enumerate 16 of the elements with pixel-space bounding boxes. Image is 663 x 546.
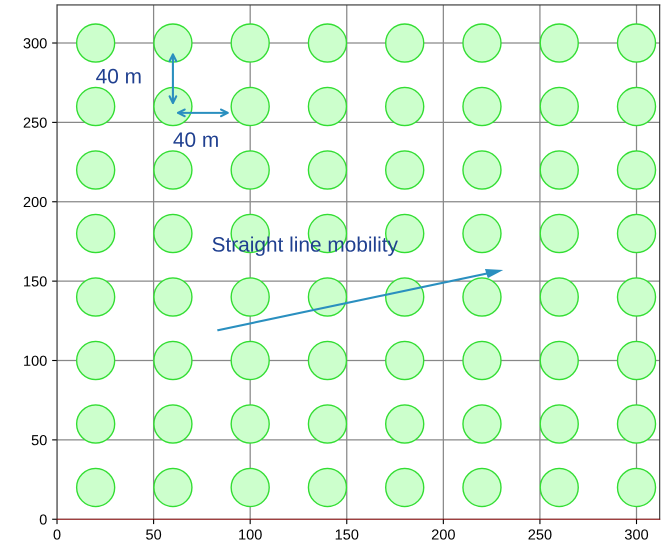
x-tick-label: 250 [528, 529, 552, 540]
y-tick-label: 300 [24, 38, 47, 48]
x-tick-label: 50 [146, 529, 162, 540]
x-tick-label: 200 [432, 529, 455, 540]
y-tick-label: 250 [24, 117, 47, 128]
annotation: 40 m [96, 68, 141, 84]
y-tick-label: 100 [24, 356, 47, 366]
y-tick-label: 200 [24, 196, 47, 208]
x-tick-label: 300 [624, 529, 648, 540]
y-tick-label: 0 [40, 514, 47, 525]
annotation: 40 m [173, 132, 218, 148]
y-tick-label: 150 [24, 276, 47, 287]
y-tick-label: 50 [32, 434, 47, 446]
x-tick-label: 0 [54, 529, 61, 540]
x-tick-label: 150 [336, 529, 358, 540]
x-tick-label: 100 [239, 529, 262, 540]
